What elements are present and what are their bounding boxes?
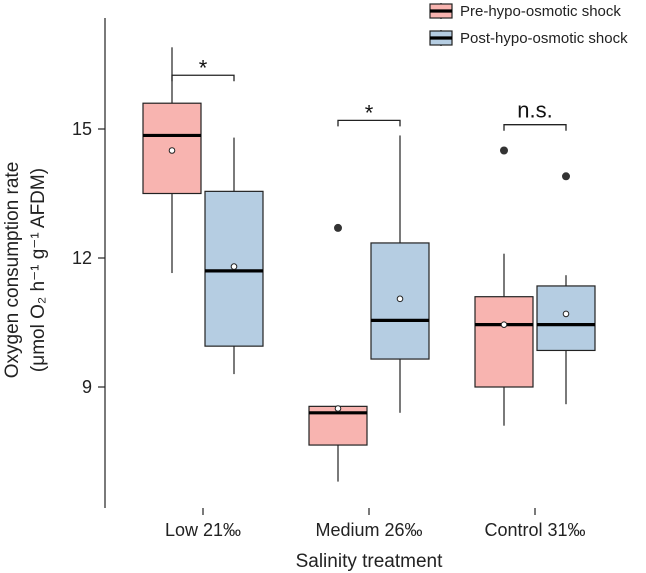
box-group	[142, 47, 202, 274]
y-tick-label: 15	[72, 119, 92, 139]
x-tick-label: Control 31‰	[484, 520, 585, 540]
box-group	[204, 137, 264, 375]
box-group	[370, 135, 430, 413]
legend: Pre-hypo-osmotic shock Post-hypo-osmotic …	[429, 3, 628, 47]
y-axis: 9 12 15 Oxygen consumption rate (μmol O₂ h…	[2, 18, 106, 508]
x-ticks: Low 21‰ Medium 26‰ Control 31‰	[165, 508, 586, 540]
y-axis-title-line2: (μmol O₂ h⁻¹ g⁻¹ AFDM)	[28, 168, 49, 372]
mean-point	[168, 147, 176, 154]
outlier-point	[334, 223, 342, 232]
mean-point	[396, 295, 404, 303]
legend-label: Post-hypo-osmotic shock	[460, 30, 628, 47]
y-tick-label: 9	[82, 377, 92, 397]
significance-label: n.s.	[517, 98, 552, 123]
significance-label: *	[365, 100, 374, 125]
series-post-shock	[204, 135, 596, 413]
iqr-box	[536, 285, 596, 352]
legend-label: Pre-hypo-osmotic shock	[460, 3, 621, 20]
x-axis: Low 21‰ Medium 26‰ Control 31‰ Salinity tr…	[165, 508, 586, 572]
y-ticks: 9 12 15	[72, 119, 105, 397]
box-group	[474, 146, 534, 426]
plot-area	[142, 47, 596, 482]
iqr-box	[474, 296, 534, 388]
outlier-point	[562, 172, 570, 181]
mean-point	[334, 405, 342, 412]
x-tick-label: Low 21‰	[165, 520, 241, 540]
mean-point	[562, 310, 570, 318]
y-axis-title-line1: Oxygen consumption rate	[2, 162, 23, 379]
x-axis-title: Salinity treatment	[296, 551, 444, 572]
mean-point	[500, 321, 508, 328]
significance-bracket	[337, 119, 401, 127]
y-tick-label: 12	[72, 248, 92, 268]
box-group	[308, 223, 368, 482]
significance-bracket	[503, 124, 567, 131]
legend-item: Post-hypo-osmotic shock	[429, 30, 628, 47]
box-group	[536, 172, 596, 405]
iqr-box	[142, 102, 202, 195]
significance-bracket	[171, 74, 235, 82]
series-pre-shock	[142, 47, 534, 482]
x-tick-label: Medium 26‰	[315, 520, 422, 540]
outlier-point	[500, 146, 508, 155]
legend-item: Pre-hypo-osmotic shock	[429, 3, 621, 20]
significance-brackets: * * n.s.	[171, 55, 567, 131]
mean-point	[230, 263, 238, 270]
significance-label: *	[199, 55, 208, 80]
